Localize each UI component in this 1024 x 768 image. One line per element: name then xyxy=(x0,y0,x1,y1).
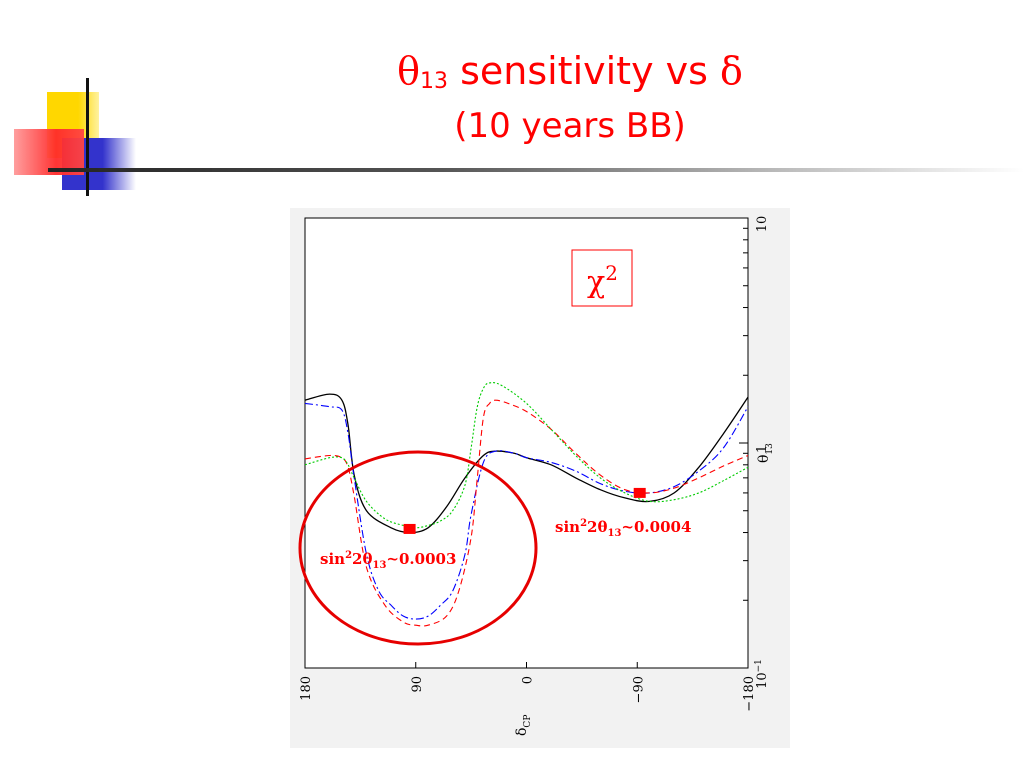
title-line1: θ13 sensitivity vs δ xyxy=(240,48,900,105)
y-tick-label: 1 xyxy=(755,445,770,453)
series-line-dash-dot xyxy=(304,402,749,620)
y-tick-label: 10 xyxy=(755,216,770,233)
y-tick-label: 10−1 xyxy=(754,659,770,689)
chart-svg: 10−1 1 10 180 90 0 −90 −180 χ2 sin22θ13~0.0003… xyxy=(290,208,790,748)
annotation-low-theta: sin22θ13~0.0003 xyxy=(320,550,456,571)
slide-title: θ13 sensitivity vs δ (10 years BB) xyxy=(240,48,900,147)
plot-frame xyxy=(304,217,749,669)
delta-symbol: δ xyxy=(720,49,743,93)
x-axis-label: δCP xyxy=(514,715,533,736)
y-axis-label: θ13 xyxy=(756,443,775,463)
theta-symbol: θ xyxy=(397,49,420,93)
deco-vertical-line xyxy=(86,78,89,196)
slide-subtitle: (10 years BB) xyxy=(454,106,686,146)
x-ticks-group: 180 90 0 −90 −180 xyxy=(299,662,757,712)
theta-subscript: 13 xyxy=(419,69,448,94)
x-tick-label: −180 xyxy=(742,676,757,712)
highlight-ellipse xyxy=(298,450,538,646)
chi2-label: χ2 xyxy=(587,261,618,300)
y-ticks-group: 10−1 1 10 xyxy=(739,216,770,689)
marker-point-1 xyxy=(633,487,646,498)
deco-horizontal-line xyxy=(48,168,1024,172)
title-text: sensitivity vs xyxy=(447,49,721,93)
x-tick-label: 0 xyxy=(521,676,536,684)
deco-red-bar xyxy=(14,129,84,175)
x-tick-label: 180 xyxy=(299,676,314,701)
series-line-dotted xyxy=(304,382,749,529)
chart-container: 10−1 1 10 180 90 0 −90 −180 χ2 sin22θ13~0.0003… xyxy=(290,208,790,748)
marker-point-0 xyxy=(403,523,416,534)
annotation-high-theta: sin22θ13~0.0004 xyxy=(555,518,691,539)
x-tick-label: 90 xyxy=(410,676,425,693)
chi2-box xyxy=(571,249,633,307)
markers-group xyxy=(403,487,646,534)
x-tick-label: −90 xyxy=(631,676,646,703)
